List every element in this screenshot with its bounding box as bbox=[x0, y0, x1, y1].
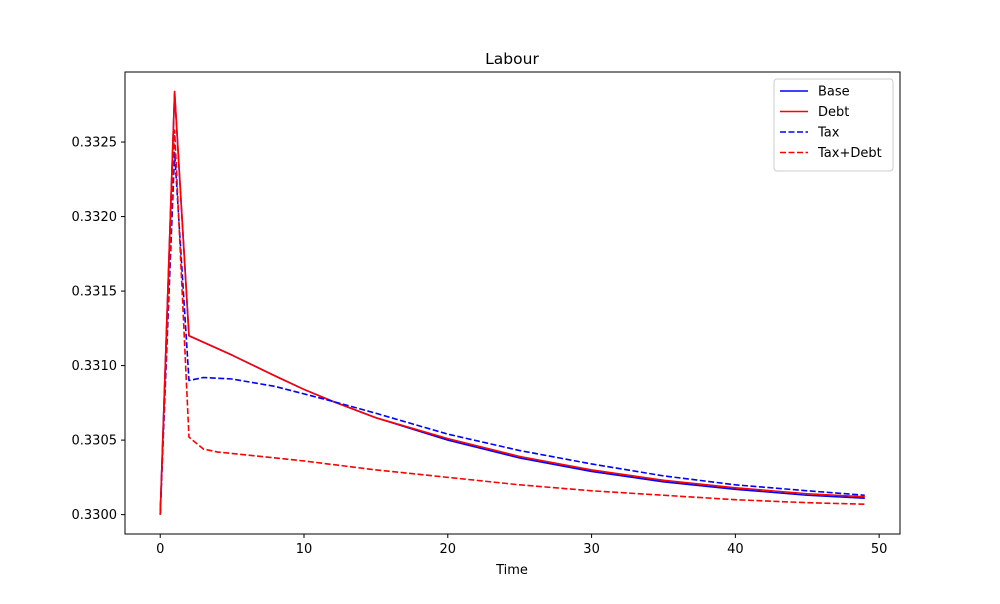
chart-title: Labour bbox=[485, 50, 539, 68]
x-tick-label: 30 bbox=[583, 542, 600, 557]
series-line-debt bbox=[159, 90, 865, 515]
x-axis-label: Time bbox=[495, 563, 528, 578]
y-tick-label: 0.3325 bbox=[72, 136, 118, 151]
x-tick-label: 50 bbox=[871, 542, 888, 557]
x-tick-label: 20 bbox=[440, 542, 457, 557]
y-tick-label: 0.3310 bbox=[72, 359, 118, 374]
series-line-tax bbox=[159, 151, 865, 515]
y-tick-label: 0.3305 bbox=[72, 434, 118, 449]
legend-label: Tax+Debt bbox=[817, 146, 882, 161]
x-axis: 0 10 20 30 40 50 bbox=[156, 534, 887, 557]
legend-label: Debt bbox=[818, 105, 849, 120]
y-tick-label: 0.3300 bbox=[72, 508, 118, 523]
series-line-base bbox=[159, 92, 865, 515]
y-axis: 0.3300 0.3305 0.3310 0.3315 0.3320 0.3325 bbox=[72, 136, 125, 523]
legend: Base Debt Tax Tax+Debt bbox=[773, 78, 894, 172]
legend-box bbox=[773, 78, 894, 172]
series-layer bbox=[159, 90, 865, 515]
y-tick-label: 0.3315 bbox=[72, 285, 118, 300]
x-tick-label: 0 bbox=[156, 542, 164, 557]
series-line-tax-debt bbox=[159, 129, 865, 515]
x-tick-label: 10 bbox=[296, 542, 313, 557]
y-tick-label: 0.3320 bbox=[72, 210, 118, 225]
legend-label: Tax bbox=[817, 126, 840, 141]
plot-area-frame bbox=[124, 71, 901, 535]
x-tick-label: 40 bbox=[727, 542, 744, 557]
legend-label: Base bbox=[818, 85, 850, 100]
